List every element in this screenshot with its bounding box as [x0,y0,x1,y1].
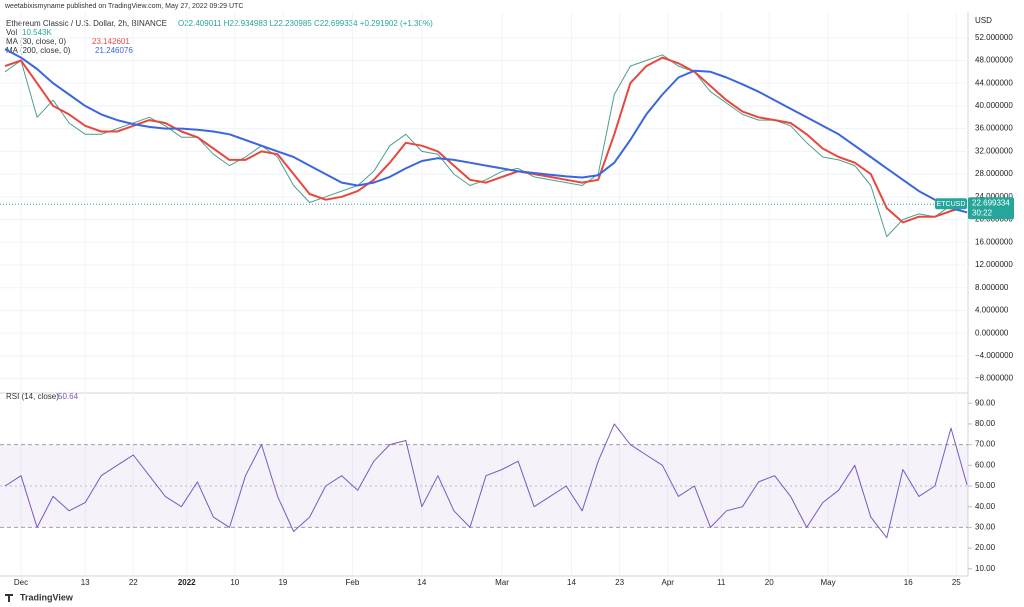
x-tick-label: Dec [14,578,28,587]
y-tick-label: 52.000000 [975,33,1013,42]
x-tick-label: 19 [278,578,287,587]
rsi-line [4,423,968,539]
symbol-tag-label: ETCUSD [937,201,966,208]
rsi-tick-label: 40.00 [975,502,996,511]
symbol-tag [935,198,967,210]
x-tick-label: 22 [129,578,138,587]
y-axis-label: USD [975,16,992,25]
ma-line [4,56,968,224]
y-tick-label: 24.000000 [975,192,1013,201]
rsi-tick-label: 20.00 [975,543,996,552]
y-tick-label: −8.000000 [975,374,1014,383]
legend-ma200: MA (200, close, 0) [6,46,71,55]
legend-ma30: MA (30, close, 0) [6,37,66,46]
x-tick-label: Feb [345,578,359,587]
x-tick-label: 16 [904,578,913,587]
y-tick-label: 48.000000 [975,56,1013,65]
x-tick-label: 14 [417,578,426,587]
x-tick-label: Mar [495,578,509,587]
rsi-legend-value: 50.64 [58,392,79,401]
legend-ma30-value: 23.142601 [92,37,130,46]
rsi-tick-label: 70.00 [975,440,996,449]
byline: weetabixismyname published on TradingVie… [4,3,243,10]
x-tick-label: 23 [615,578,624,587]
price-tag [968,197,1014,220]
y-tick-label: 16.000000 [975,237,1013,246]
y-tick-label: 0.000000 [975,328,1009,337]
rsi-tick-label: 80.00 [975,419,996,428]
rsi-legend: RSI (14, close) [6,392,59,401]
chart-title: Ethereum Classic / U.S. Dollar, 2h, BINA… [6,19,167,28]
x-tick-label: Apr [661,578,674,587]
y-tick-label: 36.000000 [975,124,1013,133]
y-tick-label: −4.000000 [975,351,1014,360]
x-tick-label: 25 [952,578,961,587]
price-tag-value: 22.699334 [972,198,1010,207]
y-tick-label: 4.000000 [975,306,1009,315]
x-tick-label: 20 [765,578,774,587]
y-tick-label: 40.000000 [975,101,1013,110]
volume-value: 10.543K [22,28,52,37]
price-tag-countdown: 30:22 [972,208,993,217]
x-tick-label: 14 [567,578,576,587]
rsi-tick-label: 10.00 [975,564,996,573]
rsi-tick-label: 50.00 [975,481,996,490]
y-tick-label: 8.000000 [975,283,1009,292]
x-tick-label: 13 [81,578,90,587]
x-tick-label: May [820,578,835,587]
price-line [4,54,968,238]
y-tick-label: 44.000000 [975,78,1013,87]
x-tick-label: 10 [230,578,239,587]
ohlc: O22.409011 H22.934983 L22.230985 C22.699… [178,19,433,28]
rsi-tick-label: 30.00 [975,523,996,532]
x-tick-label: 2022 [178,578,196,587]
y-tick-label: 12.000000 [975,260,1013,269]
footer: TradingView [20,592,74,602]
rsi-tick-label: 90.00 [975,398,996,407]
legend-ma200-value: 21.246076 [95,46,133,55]
ma-line [4,48,968,214]
y-tick-label: 28.000000 [975,169,1013,178]
volume-label: Vol [6,28,17,37]
logo [5,594,13,602]
x-tick-label: 11 [717,578,726,587]
y-tick-label: 32.000000 [975,146,1013,155]
rsi-tick-label: 60.00 [975,460,996,469]
